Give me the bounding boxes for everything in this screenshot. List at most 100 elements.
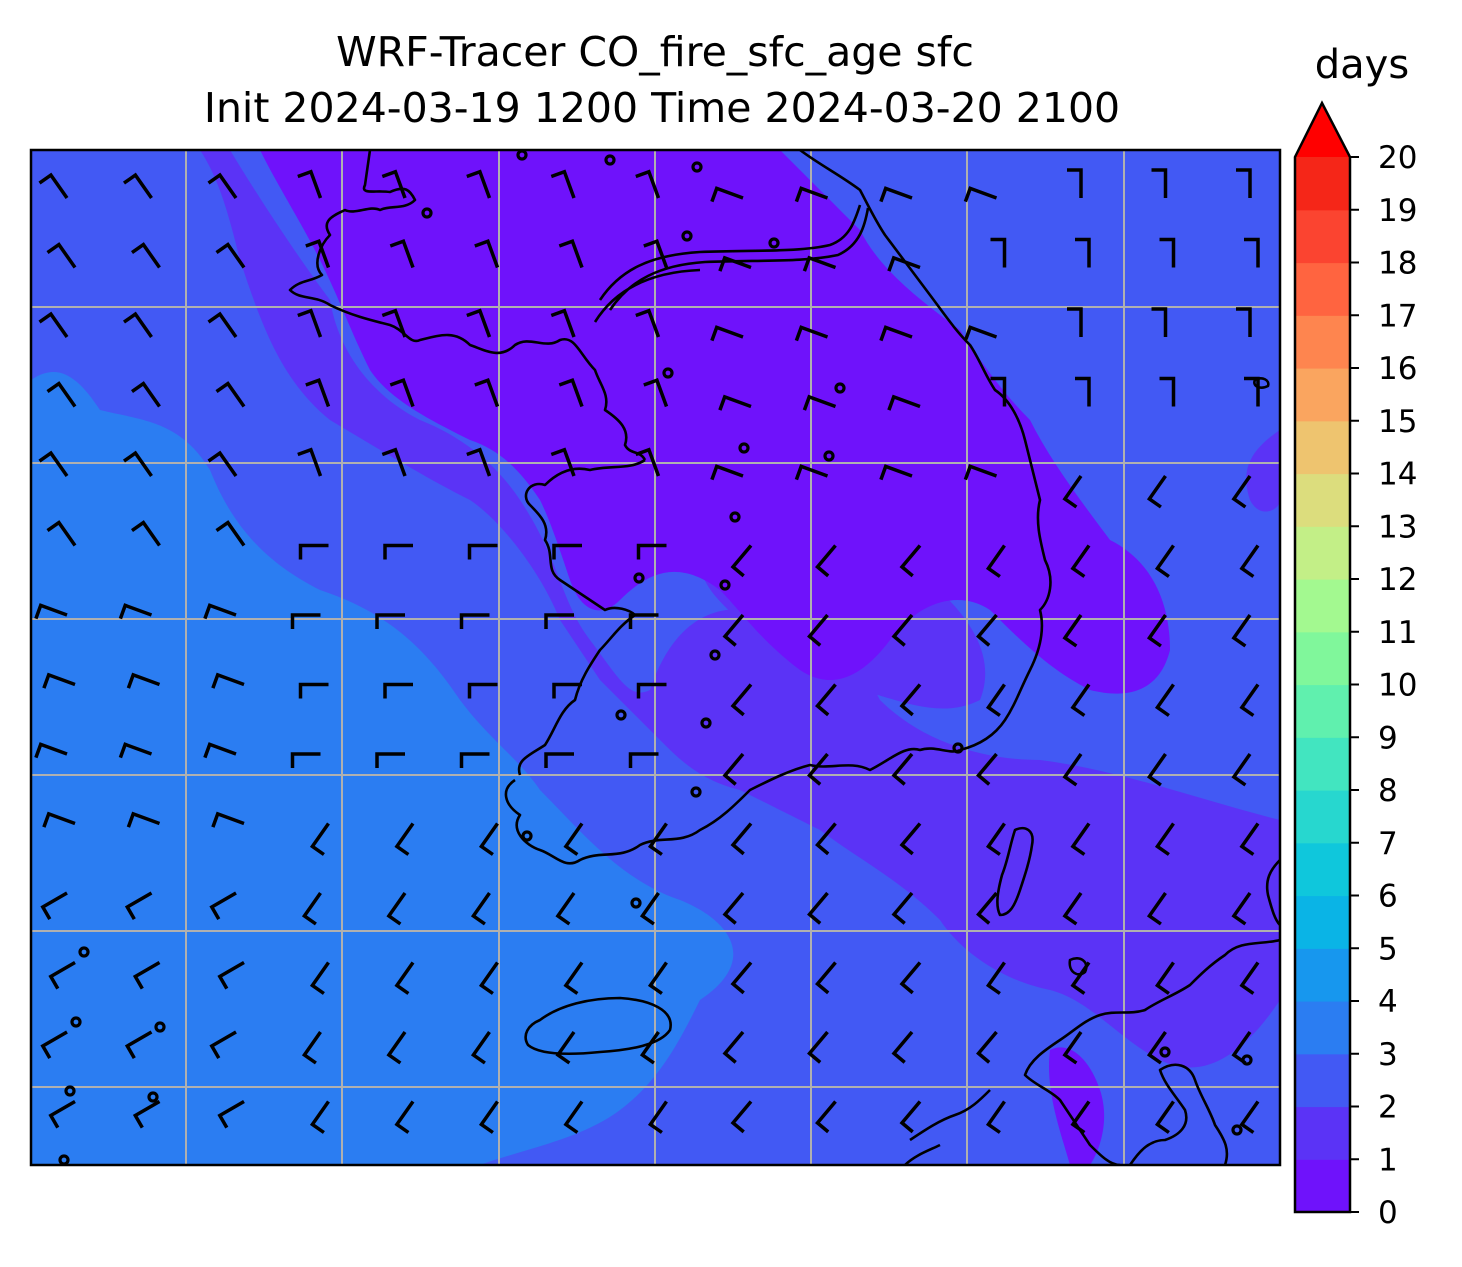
wind-barb [1151,307,1168,337]
colorbar-band [1295,473,1350,527]
wind-barb [628,752,659,768]
wind-barb [1070,683,1091,717]
wind-barb [459,613,490,629]
wind-barb [985,1100,1006,1134]
wind-barb [1244,237,1260,268]
wind-barb [976,1030,998,1064]
wind-barb [647,1100,668,1134]
wind-barb [305,377,331,408]
wind-barb [298,682,329,699]
coastline-goto-islands [904,1089,991,1165]
wind-barb [48,960,76,990]
wind-barb [309,822,330,856]
colorbar-tick-label: 9 [1378,720,1398,756]
wind-barb [563,1100,584,1134]
wind-barb [802,394,837,411]
wind-barb [1239,822,1260,856]
wind-barb [389,238,415,269]
wind-barb [130,520,161,547]
wind-barb [46,520,77,547]
calm-wind-marker [729,511,741,523]
calm-wind-marker [147,1091,159,1103]
wind-barb [375,752,405,768]
colorbar-tick-label: 0 [1378,1195,1398,1231]
wind-barb [215,242,246,269]
wind-barb [976,613,998,647]
wind-barb [132,1099,161,1129]
wind-barb [122,450,153,478]
wind-barb [891,1030,914,1064]
wind-barb [985,683,1006,717]
wind-barb [635,169,661,199]
wind-barb [478,1100,499,1134]
wind-barb [550,308,576,338]
colorbar-band [1295,262,1350,316]
wind-barb [298,543,329,560]
wind-barb [290,613,321,629]
colorbar-band [1295,1001,1350,1055]
calm-wind-marker [738,442,750,454]
colorbar-band [1295,526,1350,580]
wind-barb [643,238,669,269]
wind-barb [474,238,500,269]
colorbar-tick-label: 11 [1378,615,1417,651]
wind-barb [130,381,161,408]
calm-wind-marker [615,709,627,721]
wind-barb [976,752,998,786]
wind-barb [211,811,245,828]
wind-barb [815,683,837,717]
wind-barb [459,752,490,768]
wind-barb [38,450,69,478]
wind-barb [301,891,322,926]
wind-barbs [34,168,1260,1134]
calm-wind-marker [633,572,645,584]
colorbar-tick-label: 3 [1378,1037,1398,1073]
colorbar-extend-arrow [1295,103,1350,157]
calm-wind-marker [709,649,721,661]
wind-barb [807,752,829,786]
wind-barb [1236,307,1252,337]
wind-barb [1231,752,1252,787]
colorbar-band [1295,1053,1350,1108]
colorbar-tick-label: 4 [1378,984,1398,1020]
calm-wind-marker [834,382,846,394]
wind-barb [891,891,914,925]
wind-barb [710,186,744,203]
wind-barb [891,613,914,647]
wind-barb [1231,613,1252,648]
calm-wind-marker [690,786,702,798]
wind-barb [899,822,922,856]
wind-barb [1231,891,1252,926]
colorbar-band [1295,948,1350,1002]
wind-barb [1062,613,1083,648]
wind-barb [722,1030,745,1064]
wind-barb [386,891,407,926]
wind-barb [887,255,921,272]
calm-wind-marker [691,161,703,173]
calm-wind-marker [421,207,433,219]
wind-barb [207,450,238,478]
wind-barb [1239,683,1260,717]
wind-barb [215,520,246,547]
wind-barb [807,891,829,925]
wind-barb [126,811,161,828]
colorbar-band [1295,790,1350,844]
wind-barb [1067,307,1083,337]
wind-barb [386,1030,407,1065]
colorbar-tick-label: 6 [1378,879,1398,915]
wind-barb [815,1100,837,1134]
wind-barb [211,672,245,689]
wind-barb [467,543,498,560]
wind-barb [550,447,576,477]
wind-barb [643,377,669,408]
calm-wind-marker [662,367,674,379]
wind-barb [1239,1100,1260,1134]
wind-barb [1159,376,1176,407]
wind-barb [635,447,661,477]
wind-barb [394,1100,415,1134]
wind-barb [217,960,245,990]
wind-barb [1154,683,1175,717]
wind-barb [381,308,407,338]
wind-barb [124,1030,153,1059]
wind-barb [309,1100,330,1134]
